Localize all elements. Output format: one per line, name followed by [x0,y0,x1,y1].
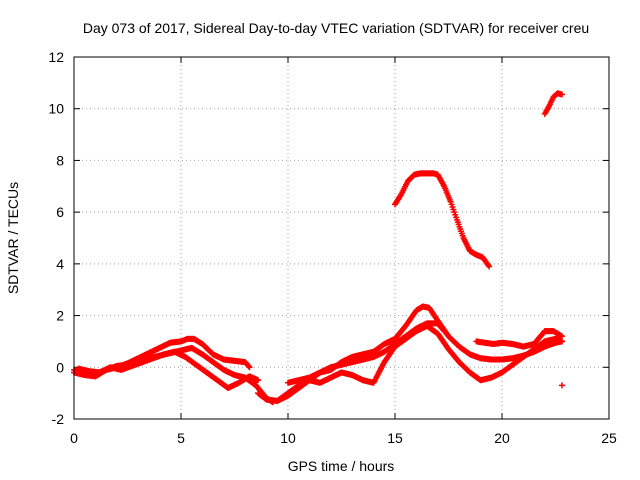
series-track-i [541,90,565,117]
plot-frame [73,56,610,420]
data-point [245,363,252,370]
data-point [440,327,447,334]
y-tick-label: 4 [56,256,64,272]
data-point [246,364,253,371]
gridlines [74,57,609,419]
series-track-d [255,303,565,404]
data-point [486,263,493,270]
y-tick-label: 6 [56,204,64,220]
series-track-c [75,348,262,391]
series-outlier [558,382,565,389]
y-tick-label: 8 [56,152,64,168]
x-axis-label: GPS time / hours [288,458,395,474]
y-tick-label: 2 [56,308,64,324]
x-tick-label: 25 [601,430,617,446]
series-track-f [285,320,448,386]
data-point [255,377,262,384]
data-point [441,328,448,335]
series-track-g [473,328,565,350]
y-tick-label: 12 [48,49,64,65]
data-point [558,338,565,345]
x-tick-label: 20 [494,430,510,446]
data-point [558,333,565,340]
y-tick-label: 0 [56,359,64,375]
y-tick-label: -2 [52,411,65,427]
data-point [558,382,565,389]
series-track-h [392,170,493,270]
data-points [71,90,565,406]
x-tick-label: 15 [387,430,403,446]
y-tick-label: 10 [48,101,64,117]
x-tick-label: 10 [280,430,296,446]
tick-labels: 0 5 10 15 20 25 -2 0 2 4 6 8 10 12 [48,49,617,446]
x-tick-label: 0 [70,430,78,446]
data-point [558,91,565,98]
series-track-e [274,322,565,404]
x-tick-label: 5 [177,430,185,446]
chart-title: Day 073 of 2017, Sidereal Day-to-day VTE… [83,20,589,36]
y-axis-label: SDTVAR / TECUs [5,182,21,294]
